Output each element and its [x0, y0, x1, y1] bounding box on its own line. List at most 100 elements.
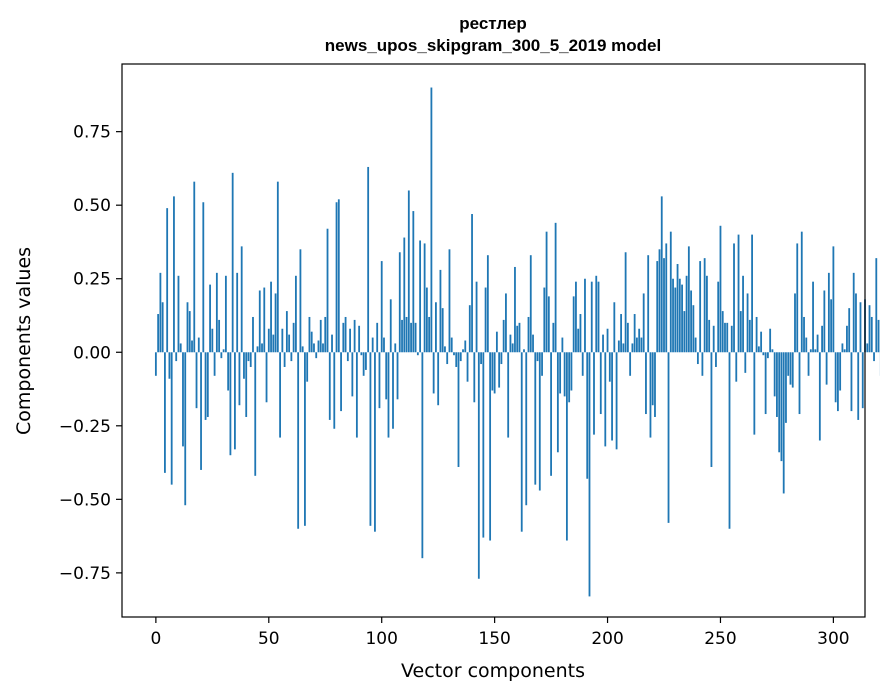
bar-121 — [428, 316, 431, 353]
bar-58 — [285, 311, 288, 353]
bar-50 — [267, 328, 270, 353]
bar-252 — [724, 322, 726, 353]
x-axis-label: Vector components — [401, 660, 585, 682]
bar-277 — [780, 352, 783, 462]
bar-138 — [466, 352, 469, 382]
bar-186 — [575, 281, 577, 353]
bar-131 — [450, 337, 453, 353]
bar-295 — [821, 325, 823, 353]
bar-123 — [432, 352, 435, 394]
bar-261 — [744, 352, 747, 373]
bar-265 — [753, 352, 756, 435]
bar-181 — [563, 352, 566, 397]
chart-title: рестлер — [459, 14, 527, 33]
bar-49 — [265, 352, 268, 403]
bar-163 — [523, 349, 525, 353]
bar-263 — [748, 319, 751, 353]
bar-223 — [658, 249, 661, 353]
bar-306 — [846, 325, 848, 353]
bar-284 — [796, 243, 799, 353]
bar-53 — [274, 293, 277, 353]
bar-310 — [855, 293, 857, 353]
bar-250 — [719, 225, 722, 353]
bar-253 — [726, 322, 729, 353]
bar-3 — [161, 302, 164, 353]
bar-169 — [536, 352, 539, 362]
bar-228 — [669, 231, 672, 353]
bar-1 — [157, 314, 160, 353]
bar-63 — [297, 352, 300, 529]
bar-111 — [405, 316, 408, 353]
bar-74 — [322, 343, 324, 353]
bar-142 — [475, 281, 478, 353]
bar-288 — [805, 337, 808, 353]
bar-6 — [168, 352, 171, 379]
bar-157 — [509, 334, 512, 353]
bar-155 — [505, 293, 507, 353]
bar-153 — [500, 352, 503, 365]
bar-101 — [383, 337, 385, 353]
bar-245 — [708, 319, 711, 353]
bar-112 — [407, 190, 410, 353]
bar-215 — [640, 337, 643, 353]
bar-23 — [206, 352, 209, 417]
bar-78 — [331, 334, 333, 353]
bar-202 — [611, 352, 613, 441]
bar-291 — [812, 281, 814, 353]
bar-36 — [236, 272, 239, 353]
bar-30 — [222, 349, 225, 353]
bar-83 — [342, 322, 345, 353]
bar-108 — [398, 252, 401, 353]
bar-249 — [717, 281, 720, 353]
bar-220 — [651, 352, 654, 406]
bar-118 — [421, 352, 424, 559]
bar-26 — [213, 352, 216, 376]
bar-177 — [554, 222, 557, 353]
bar-204 — [615, 352, 618, 450]
bar-40 — [245, 352, 248, 417]
bar-214 — [638, 328, 641, 353]
bar-298 — [827, 272, 830, 353]
bar-247 — [712, 325, 715, 353]
bar-92 — [362, 352, 365, 376]
bar-94 — [367, 166, 370, 353]
bar-256 — [733, 243, 735, 353]
bar-195 — [595, 275, 598, 353]
y-tick-label: 0.00 — [73, 343, 111, 363]
bar-86 — [349, 328, 351, 353]
bar-77 — [328, 352, 331, 420]
y-tick-label: −0.50 — [59, 490, 111, 510]
bar-286 — [800, 231, 803, 353]
bar-191 — [586, 352, 589, 479]
bar-293 — [816, 334, 819, 353]
bar-152 — [498, 352, 501, 388]
bar-27 — [215, 272, 218, 353]
bar-51 — [270, 281, 272, 353]
bar-217 — [645, 352, 647, 415]
bar-70 — [313, 343, 315, 353]
bar-243 — [703, 258, 706, 353]
bar-197 — [599, 352, 602, 415]
bar-80 — [335, 202, 338, 353]
bar-45 — [256, 346, 259, 353]
bar-317 — [870, 316, 873, 353]
bar-145 — [482, 352, 485, 538]
bar-210 — [629, 352, 632, 376]
bar-237 — [690, 290, 693, 353]
bar-273 — [771, 349, 774, 353]
bar-54 — [276, 181, 279, 353]
bar-320 — [877, 319, 880, 353]
bar-10 — [177, 275, 180, 353]
bar-281 — [789, 352, 792, 385]
bar-126 — [439, 269, 442, 353]
bar-259 — [739, 311, 742, 353]
bar-156 — [507, 352, 510, 438]
bar-161 — [518, 322, 521, 353]
x-tick-label: 50 — [258, 629, 280, 649]
bar-258 — [737, 234, 740, 353]
bar-182 — [565, 352, 568, 541]
bar-67 — [306, 352, 309, 382]
bar-158 — [511, 343, 514, 353]
bar-205 — [617, 340, 620, 353]
bar-189 — [581, 352, 584, 376]
